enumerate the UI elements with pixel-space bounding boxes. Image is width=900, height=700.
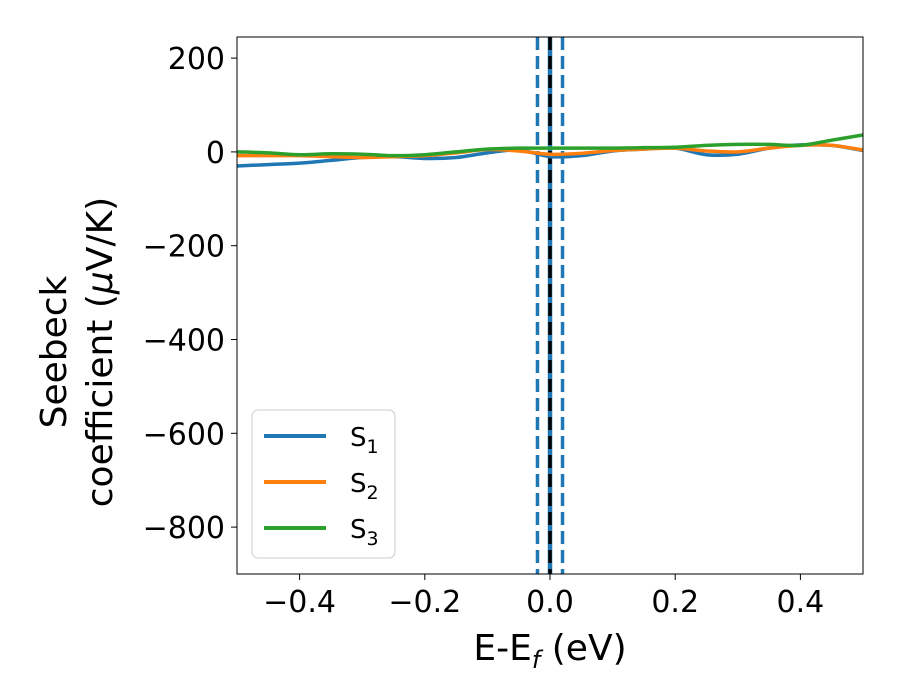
x-tick-label: −0.4 — [263, 585, 336, 620]
vertical-reference-lines — [535, 37, 565, 574]
x-tick-label: 0.0 — [526, 585, 574, 620]
y-axis-title-line2: coefficient (μV/K) — [80, 197, 121, 507]
legend-label-s1: S1 — [350, 423, 379, 458]
y-axis-ticks: 200 0 −200 −400 −600 −800 — [143, 42, 237, 546]
y-tick-label: 0 — [206, 136, 225, 171]
y-tick-label: −200 — [143, 230, 225, 265]
y-tick-label: −600 — [143, 417, 225, 452]
x-tick-label: −0.2 — [388, 585, 461, 620]
x-tick-label: 0.4 — [777, 585, 825, 620]
legend-label-s3: S3 — [350, 515, 379, 550]
y-tick-label: −400 — [143, 324, 225, 359]
x-tick-label: 0.2 — [651, 585, 699, 620]
y-tick-label: 200 — [168, 42, 225, 77]
legend: S1 S2 S3 — [251, 409, 396, 559]
legend-label-s2: S2 — [350, 469, 379, 504]
x-axis-title: E-Ef (eV) — [473, 628, 626, 674]
y-tick-label: −800 — [143, 511, 225, 546]
x-axis-ticks: −0.4 −0.2 0.0 0.2 0.4 — [263, 574, 824, 620]
y-axis-title-line1: Seebeck — [34, 275, 75, 428]
y-axis-title: Seebeck coefficient (μV/K) — [34, 197, 121, 507]
series-line-s3 — [237, 133, 863, 158]
series-lines — [237, 133, 863, 168]
series-line-s2 — [237, 143, 863, 160]
